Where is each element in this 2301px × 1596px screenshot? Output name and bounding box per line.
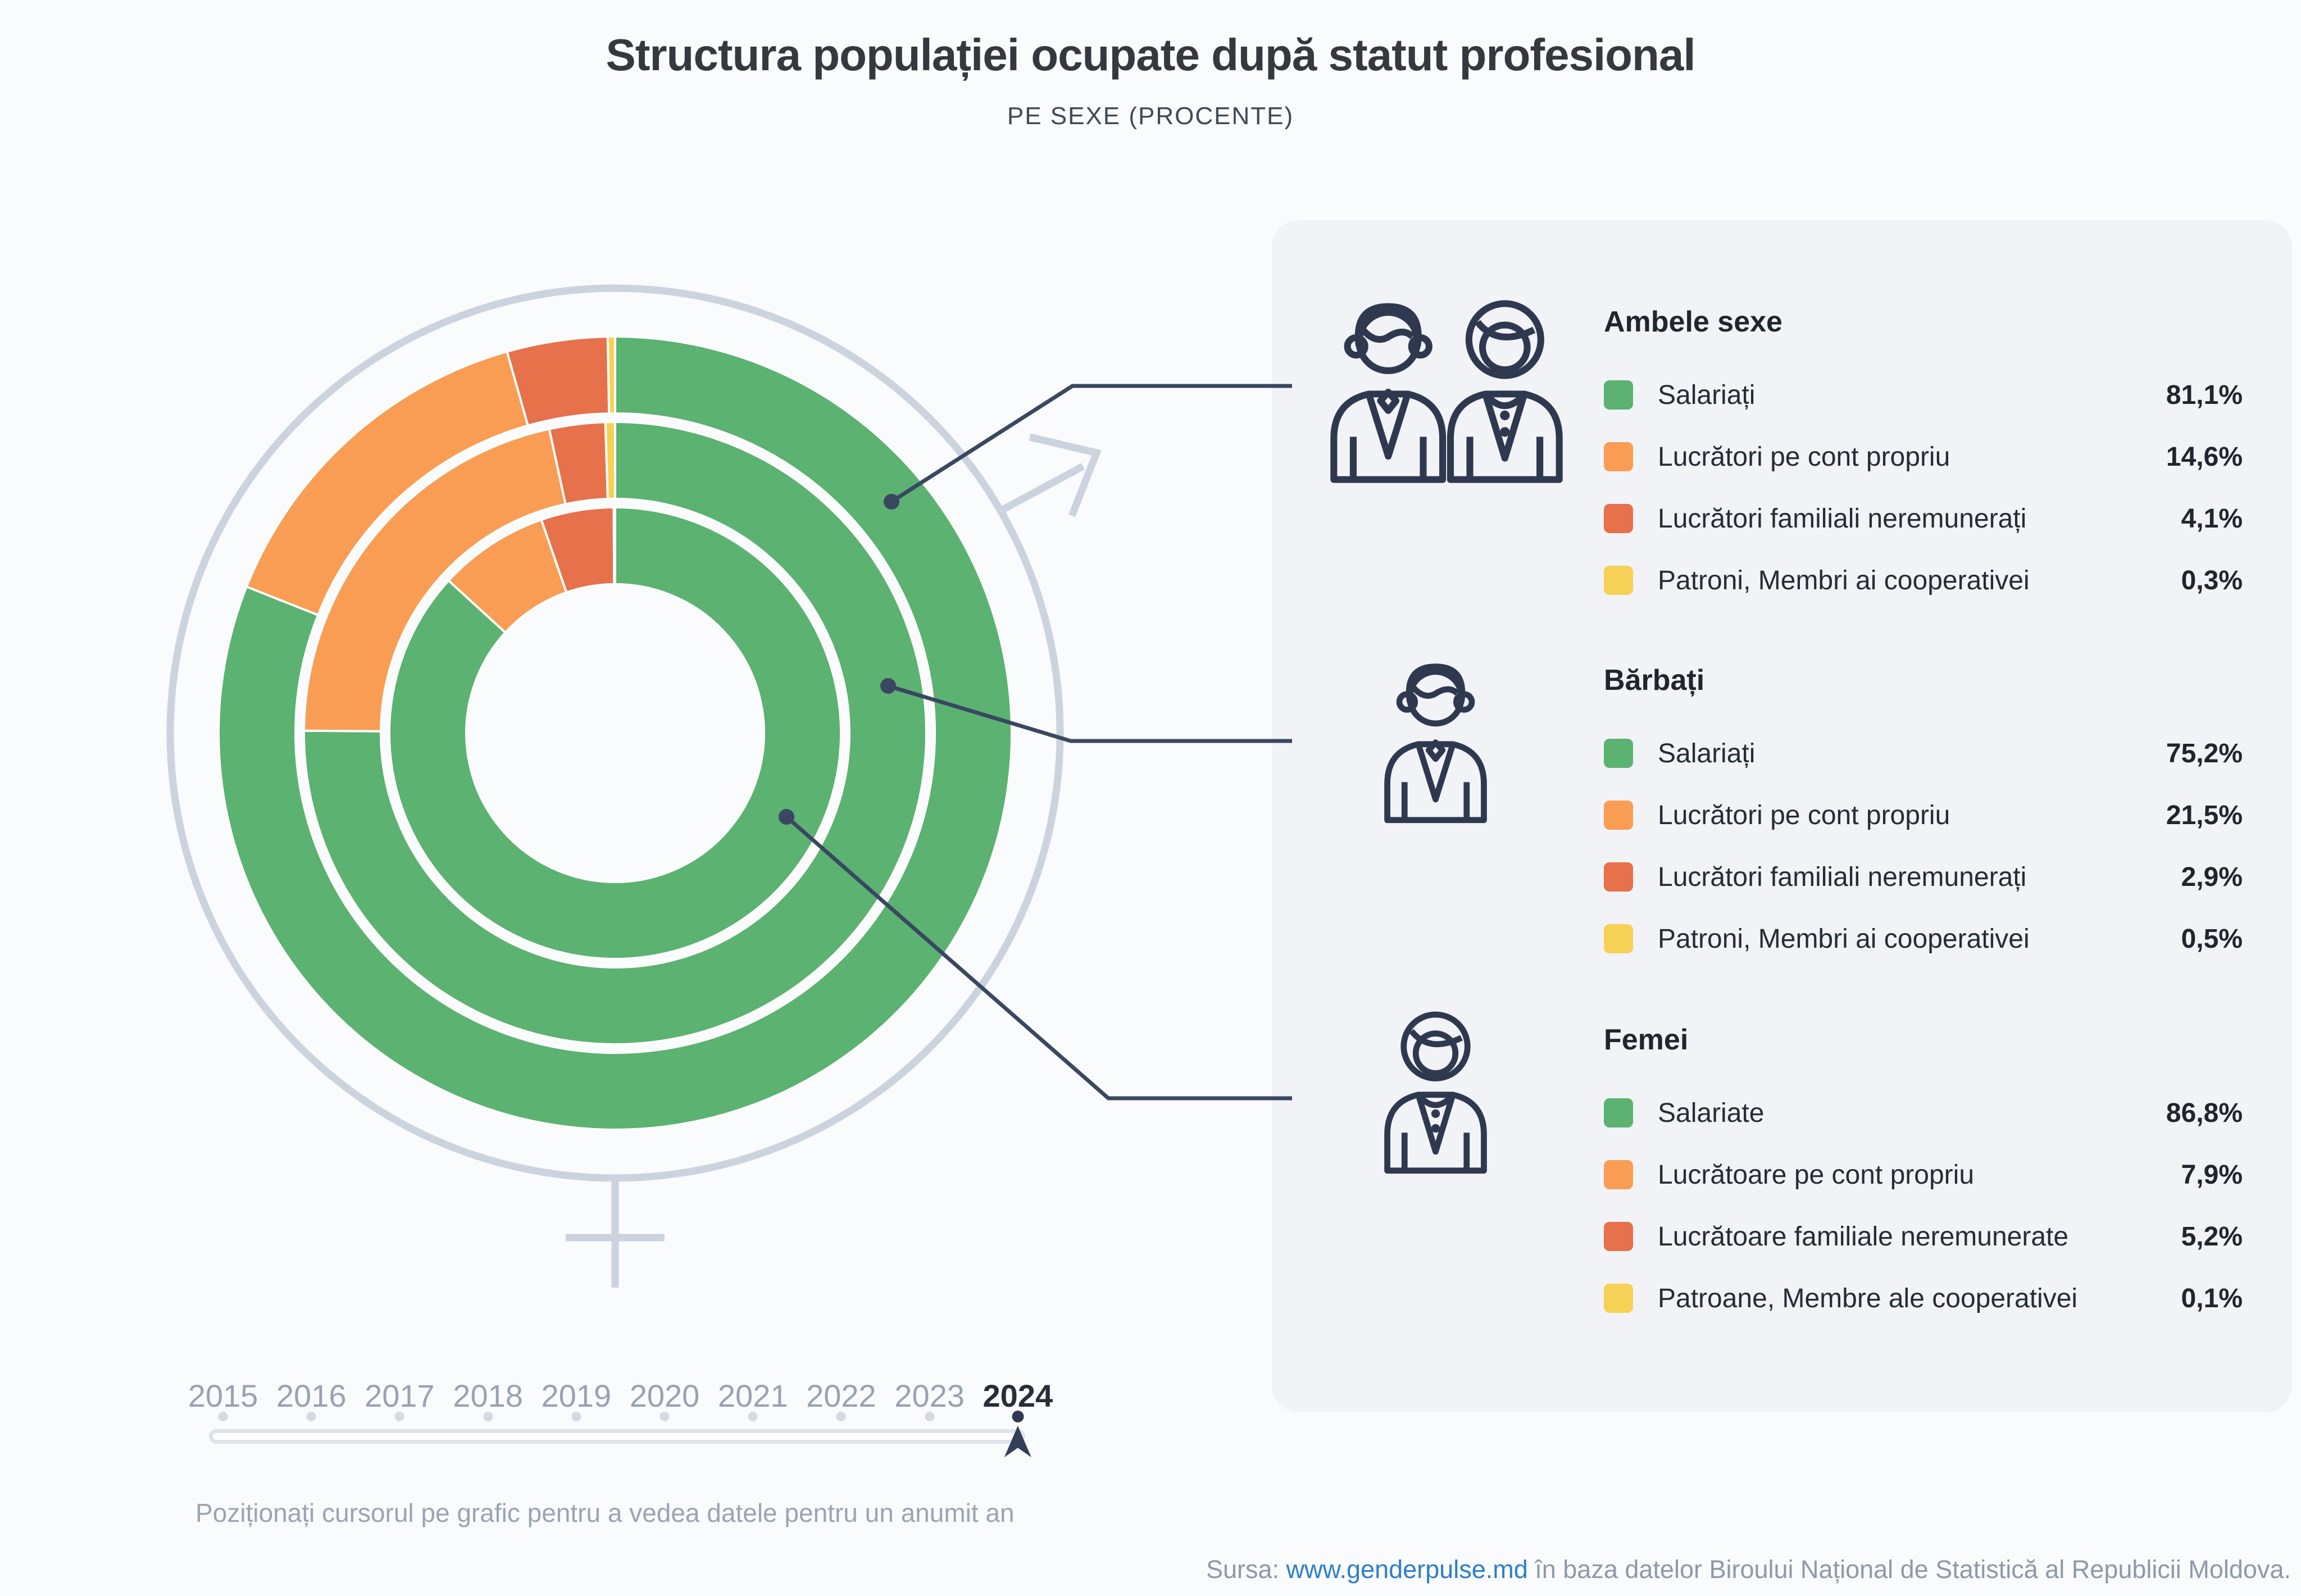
timeline-track[interactable] bbox=[209, 1429, 1025, 1444]
legend-value: 4,1% bbox=[2181, 503, 2243, 534]
timeline-year-2024[interactable]: 2024 bbox=[983, 1378, 1053, 1413]
legend-value: 86,8% bbox=[2166, 1098, 2243, 1128]
timeline-year-2018[interactable]: 2018 bbox=[453, 1378, 523, 1413]
timeline-year-2022[interactable]: 2022 bbox=[806, 1378, 876, 1413]
legend-value: 14,6% bbox=[2166, 442, 2243, 472]
timeline-dot-2024[interactable] bbox=[1012, 1411, 1024, 1422]
legend-row: Patroane, Membre ale cooperativei 0,1% bbox=[1604, 1267, 2243, 1329]
legend-row: Salariați 75,2% bbox=[1604, 722, 2243, 784]
swatch-patroane bbox=[1604, 1284, 1633, 1313]
timeline-cursor[interactable] bbox=[1004, 1426, 1031, 1457]
legend-row: Patroni, Membri ai cooperativei 0,3% bbox=[1604, 549, 2243, 611]
swatch-cont-propriu bbox=[1604, 1160, 1633, 1189]
timeline-dot-2017[interactable] bbox=[394, 1412, 404, 1421]
swatch-cont-propriu bbox=[1604, 442, 1633, 471]
timeline-dot-2021[interactable] bbox=[748, 1412, 758, 1421]
swatch-salariate bbox=[1604, 1098, 1633, 1127]
timeline-year-2020[interactable]: 2020 bbox=[629, 1378, 700, 1413]
timeline-year-2023[interactable]: 2023 bbox=[894, 1378, 965, 1413]
legend-label: Patroni, Membri ai cooperativei bbox=[1658, 565, 2030, 595]
legend-value: 0,3% bbox=[2181, 565, 2243, 595]
legend-label: Lucrătoare pe cont propriu bbox=[1658, 1160, 1975, 1190]
legend-label: Patroane, Membre ale cooperativei bbox=[1658, 1283, 2078, 1313]
legend-group-ambele-sexe: Ambele sexe Salariați 81,1% Lucrători pe… bbox=[1604, 304, 2243, 611]
page-subtitle: PE SEXE (PROCENTE) bbox=[1007, 102, 1294, 130]
timeline-dot-2019[interactable] bbox=[571, 1412, 581, 1421]
legend-row: Lucrători familiali neremunerați 4,1% bbox=[1604, 488, 2243, 549]
legend-label: Patroni, Membri ai cooperativei bbox=[1658, 924, 2030, 954]
legend-label: Salariați bbox=[1658, 380, 1756, 410]
legend-label: Lucrători pe cont propriu bbox=[1658, 442, 1950, 472]
legend-value: 75,2% bbox=[2166, 738, 2243, 769]
legend-value: 5,2% bbox=[2181, 1221, 2243, 1252]
legend-group-femei: Femei Salariate 86,8% Lucrătoare pe cont… bbox=[1604, 1022, 2243, 1329]
swatch-familiale bbox=[1604, 1222, 1633, 1251]
swatch-familiali bbox=[1604, 504, 1633, 533]
legend-value: 2,9% bbox=[2181, 862, 2243, 892]
swatch-salariati bbox=[1604, 380, 1633, 410]
timeline-year-2021[interactable]: 2021 bbox=[717, 1378, 788, 1413]
timeline-year-2019[interactable]: 2019 bbox=[541, 1378, 612, 1413]
legend-label: Salariate bbox=[1658, 1098, 1765, 1128]
group-heading: Bărbați bbox=[1604, 664, 1705, 697]
group-heading: Ambele sexe bbox=[1604, 306, 1782, 338]
legend-group-barbati: Bărbați Salariați 75,2% Lucrători pe con… bbox=[1604, 663, 2243, 970]
legend-row: Patroni, Membri ai cooperativei 0,5% bbox=[1604, 908, 2243, 970]
timeline-dot-2018[interactable] bbox=[483, 1412, 493, 1421]
legend-label: Lucrători familiali neremunerați bbox=[1658, 503, 2027, 534]
legend-row: Lucrătoare familiale neremunerate 5,2% bbox=[1604, 1206, 2243, 1267]
legend-row: Lucrători familiali neremunerați 2,9% bbox=[1604, 846, 2243, 908]
legend-label: Lucrători pe cont propriu bbox=[1658, 800, 1950, 830]
timeline-dot-2016[interactable] bbox=[306, 1412, 316, 1421]
legend-value: 0,1% bbox=[2181, 1283, 2243, 1313]
legend-row: Lucrători pe cont propriu 14,6% bbox=[1604, 426, 2243, 488]
timeline-dot-2022[interactable] bbox=[836, 1412, 846, 1421]
legend-row: Lucrătoare pe cont propriu 7,9% bbox=[1604, 1144, 2243, 1206]
legend-value: 7,9% bbox=[2181, 1160, 2243, 1190]
legend-row: Salariați 81,1% bbox=[1604, 364, 2243, 426]
timeline-dot-2015[interactable] bbox=[218, 1412, 228, 1421]
legend-label: Lucrătoare familiale neremunerate bbox=[1658, 1221, 2069, 1252]
swatch-salariati bbox=[1604, 739, 1633, 768]
source-suffix: în baza datelor Biroului Național de Sta… bbox=[1527, 1555, 2291, 1584]
source-prefix: Sursa: bbox=[1206, 1555, 1286, 1584]
legend-value: 81,1% bbox=[2166, 380, 2243, 410]
legend-label: Lucrători familiali neremunerați bbox=[1658, 862, 2027, 892]
timeline-year-2016[interactable]: 2016 bbox=[276, 1378, 347, 1413]
timeline-dot-2020[interactable] bbox=[660, 1412, 670, 1421]
legend-label: Salariați bbox=[1658, 738, 1756, 769]
legend-row: Lucrători pe cont propriu 21,5% bbox=[1604, 784, 2243, 846]
timeline-year-2015[interactable]: 2015 bbox=[188, 1378, 258, 1413]
source-line: Sursa: www.genderpulse.md în baza datelo… bbox=[1206, 1555, 2291, 1584]
legend-value: 21,5% bbox=[2166, 800, 2243, 830]
swatch-familiali bbox=[1604, 862, 1633, 892]
source-link[interactable]: www.genderpulse.md bbox=[1286, 1555, 1528, 1584]
group-heading: Femei bbox=[1604, 1024, 1689, 1056]
timeline-year-2017[interactable]: 2017 bbox=[365, 1378, 435, 1413]
instruction-text: Poziționați cursorul pe grafic pentru a … bbox=[195, 1498, 1015, 1527]
legend-row: Salariate 86,8% bbox=[1604, 1082, 2243, 1144]
page-title: Structura populației ocupate după statut… bbox=[606, 30, 1695, 80]
swatch-patroni bbox=[1604, 566, 1633, 595]
swatch-patroni bbox=[1604, 924, 1633, 953]
swatch-cont-propriu bbox=[1604, 801, 1633, 830]
legend-value: 0,5% bbox=[2181, 924, 2243, 954]
timeline-dot-2023[interactable] bbox=[925, 1412, 935, 1421]
